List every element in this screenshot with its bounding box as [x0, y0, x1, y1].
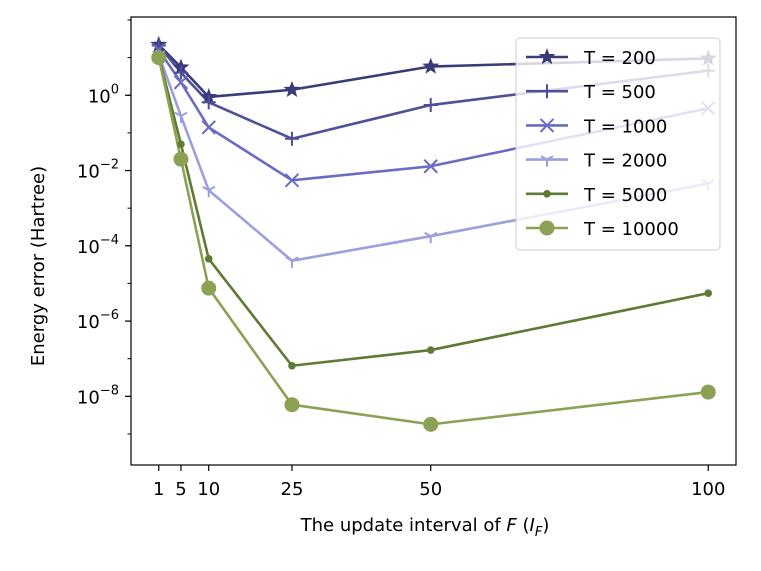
legend-label-t-500: T = 500	[583, 82, 656, 103]
legend-label-t-200: T = 200	[583, 48, 656, 69]
point-t-1000-x10	[201, 120, 216, 135]
point-t-5000-x10	[204, 255, 213, 263]
point-t-1000-x25-shape	[284, 173, 300, 188]
point-t-5000-x10-shape	[204, 255, 213, 263]
point-t-10000-x1	[151, 50, 167, 66]
legend-marker-t-2000	[540, 155, 554, 167]
point-t-2000-x50	[424, 231, 438, 244]
point-t-1000-x5-shape	[173, 75, 189, 90]
plot-markers	[150, 35, 717, 432]
point-t-1000-x25	[284, 173, 300, 188]
point-t-10000-x25-shape	[284, 397, 300, 413]
legend-label-t-10000: T = 10000	[583, 219, 679, 240]
point-t-500-x25	[284, 131, 299, 146]
plot-frame	[130, 16, 737, 466]
point-t-500-x5-shape	[173, 65, 188, 80]
series-line-t-1000	[157, 49, 709, 182]
point-t-2000-x25-shape	[285, 256, 299, 268]
point-t-500-x10-shape	[201, 95, 216, 110]
legend-marker-t-10000	[539, 220, 555, 236]
series-line-t-2000	[157, 54, 709, 263]
legend-marker-t-5000	[543, 190, 551, 198]
point-t-5000-x5-shape	[177, 140, 185, 149]
point-t-10000-x5-shape	[173, 151, 189, 167]
legend-label-t-2000: T = 2000	[583, 151, 667, 172]
point-t-1000-x50-shape	[423, 159, 438, 174]
legend-marker-t-2000-shape	[540, 155, 554, 167]
point-t-200-x50-shape	[422, 57, 440, 74]
legend-marker-t-10000-shape	[539, 220, 555, 236]
x-tick-label-10: 10	[197, 479, 220, 500]
point-t-5000-x25-shape	[288, 361, 296, 370]
point-t-10000-x1-shape	[151, 50, 167, 66]
x-tick-label-50: 50	[419, 479, 442, 500]
legend-marker-t-1000	[539, 118, 555, 133]
x-axis-label: The update interval of F (IF)	[300, 515, 550, 540]
point-t-10000-x5	[173, 151, 189, 167]
point-t-1000-x10-shape	[201, 120, 216, 135]
y-tick-label-1: 10−6	[77, 308, 119, 333]
point-t-5000-x25	[288, 361, 296, 370]
point-t-5000-x50-shape	[426, 346, 435, 354]
point-t-200-x50	[422, 57, 440, 74]
series-line-t-10000	[157, 57, 709, 426]
point-t-500-x5	[173, 65, 188, 80]
point-t-1000-x5	[173, 75, 189, 90]
series-line-t-5000	[157, 55, 709, 368]
point-t-2000-x5	[174, 111, 188, 124]
point-t-500-x50-shape	[423, 98, 438, 113]
point-t-2000-x10-shape	[202, 185, 216, 198]
y-axis-ticks: 10−8 10−6 10−4 10−2 100	[77, 19, 131, 435]
point-t-5000-x100	[704, 289, 713, 298]
y-tick-label-2: 10−4	[77, 233, 119, 258]
y-tick-label-4: 100	[88, 82, 119, 107]
legend-marker-t-200-shape	[538, 48, 556, 65]
point-t-5000-x100-shape	[704, 289, 713, 298]
point-t-2000-x10	[202, 185, 216, 198]
y-tick-label-0: 10−8	[77, 383, 119, 408]
point-t-10000-x10	[201, 280, 217, 296]
x-tick-label-25: 25	[281, 479, 304, 500]
x-axis-ticks: 1 5 10 25 50 100	[153, 465, 725, 500]
legend-marker-t-200	[538, 48, 556, 65]
legend-label-t-5000: T = 5000	[583, 185, 667, 206]
point-t-2000-x25	[285, 256, 299, 268]
legend: T = 200 T = 500 T = 1000 T = 2000 T = 5000 T …	[515, 37, 721, 251]
point-t-500-x50	[423, 98, 438, 113]
point-t-10000-x50-shape	[423, 416, 439, 432]
point-t-10000-x100	[700, 384, 716, 400]
point-t-2000-x50-shape	[424, 231, 438, 244]
point-t-200-x25-shape	[283, 80, 301, 97]
legend-marker-t-1000-shape	[539, 118, 555, 133]
y-tick-label-3: 10−2	[77, 158, 119, 183]
point-t-5000-x50	[426, 346, 435, 354]
point-t-10000-x100-shape	[700, 384, 716, 400]
point-t-500-x25-shape	[284, 131, 299, 146]
x-tick-label-100: 100	[691, 479, 725, 500]
point-t-10000-x10-shape	[201, 280, 217, 296]
legend-marker-t-500-shape	[540, 84, 554, 99]
point-t-10000-x50	[423, 416, 439, 432]
x-tick-label-1: 1	[153, 479, 164, 500]
point-t-500-x10	[201, 95, 216, 110]
series-line-t-200	[157, 43, 709, 99]
legend-marker-t-5000-shape	[543, 190, 551, 198]
legend-label-t-1000: T = 1000	[583, 116, 667, 137]
point-t-2000-x5-shape	[174, 111, 188, 124]
point-t-200-x25	[283, 80, 301, 97]
legend-marker-t-500	[540, 84, 554, 99]
x-tick-label-5: 5	[175, 479, 186, 500]
point-t-1000-x50	[423, 159, 438, 174]
y-axis-label: Energy error (Hartree)	[28, 166, 49, 366]
point-t-10000-x25	[284, 397, 300, 413]
point-t-5000-x5	[177, 140, 185, 149]
